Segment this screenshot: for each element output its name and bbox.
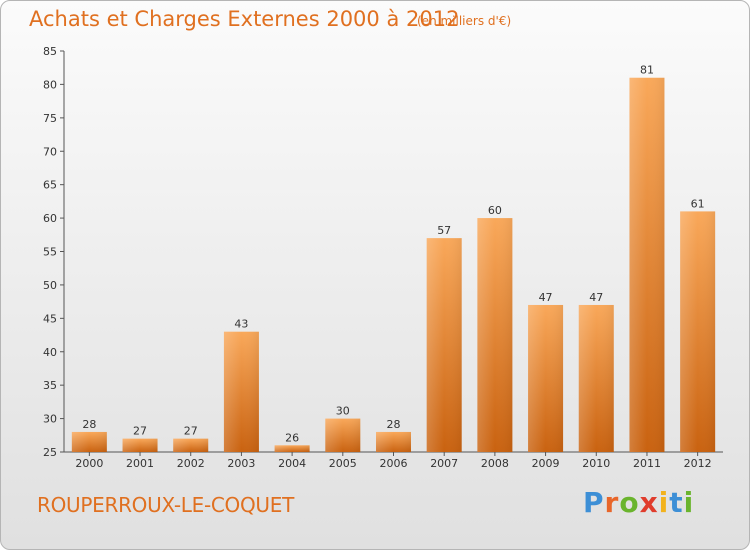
x-tick-label-2003: 2003 (227, 457, 255, 470)
x-tick-label-2002: 2002 (177, 457, 205, 470)
chart-title: Achats et Charges Externes 2000 à 2012 (29, 7, 460, 31)
bar-shine-2003 (223, 331, 259, 452)
data-label-2001: 27 (133, 425, 147, 438)
x-tick-label-2000: 2000 (75, 457, 103, 470)
y-tick-label: 80 (43, 78, 57, 91)
data-label-2004: 26 (285, 431, 299, 444)
y-tick-label: 75 (43, 112, 57, 125)
bar-shine-2009 (528, 304, 564, 452)
proxiti-logo: Proxiti (583, 486, 694, 519)
bar-shine-2004 (274, 445, 310, 452)
logo-letter: i (658, 486, 670, 519)
y-tick-label: 30 (43, 413, 57, 426)
x-tick-label-2009: 2009 (532, 457, 560, 470)
x-tick-label-2011: 2011 (633, 457, 661, 470)
y-tick-label: 25 (43, 446, 57, 459)
data-label-2003: 43 (234, 318, 248, 331)
y-tick-label: 35 (43, 379, 57, 392)
bar-shine-2012 (680, 211, 716, 452)
data-label-2002: 27 (184, 425, 198, 438)
y-tick-label: 50 (43, 279, 57, 292)
bar-shine-2007 (426, 238, 462, 452)
x-tick-label-2012: 2012 (684, 457, 712, 470)
y-tick-label: 65 (43, 179, 57, 192)
x-tick-label-2006: 2006 (380, 457, 408, 470)
bar-shine-2005 (325, 418, 361, 452)
logo-letter: o (619, 486, 640, 519)
x-tick-label-2004: 2004 (278, 457, 306, 470)
x-tick-label-2007: 2007 (430, 457, 458, 470)
y-tick-label: 60 (43, 212, 57, 225)
logo-letter: P (583, 486, 605, 519)
data-label-2000: 28 (82, 418, 96, 431)
x-tick-label-2010: 2010 (582, 457, 610, 470)
data-label-2010: 47 (589, 291, 603, 304)
y-tick-label: 45 (43, 312, 57, 325)
bar-shine-2000 (71, 431, 107, 452)
data-label-2009: 47 (539, 291, 553, 304)
bar-shine-2006 (376, 431, 411, 452)
bar-shine-2001 (122, 438, 158, 452)
logo-letter: t (669, 486, 684, 519)
logo-letter: x (639, 486, 659, 519)
y-tick-label: 40 (43, 346, 57, 359)
data-label-2012: 61 (691, 197, 705, 210)
x-tick-label-2008: 2008 (481, 457, 509, 470)
data-label-2006: 28 (387, 418, 401, 431)
bar-shine-2010 (578, 304, 614, 452)
data-label-2011: 81 (640, 64, 654, 77)
y-tick-label: 85 (43, 45, 57, 58)
x-tick-label-2005: 2005 (329, 457, 357, 470)
data-label-2005: 30 (336, 405, 350, 418)
commune-name: ROUPERROUX-LE-COQUET (37, 493, 295, 517)
data-label-2007: 57 (437, 224, 451, 237)
bar-shine-2002 (173, 438, 209, 452)
y-tick-label: 70 (43, 145, 57, 158)
y-tick-label: 55 (43, 246, 57, 259)
data-label-2008: 60 (488, 204, 502, 217)
logo-letter: r (604, 486, 620, 519)
logo-letter: i (683, 486, 695, 519)
chart-subtitle: (en milliers d'€) (417, 14, 512, 28)
bar-shine-2011 (629, 77, 665, 452)
bar-shine-2008 (477, 218, 513, 452)
x-tick-label-2001: 2001 (126, 457, 154, 470)
